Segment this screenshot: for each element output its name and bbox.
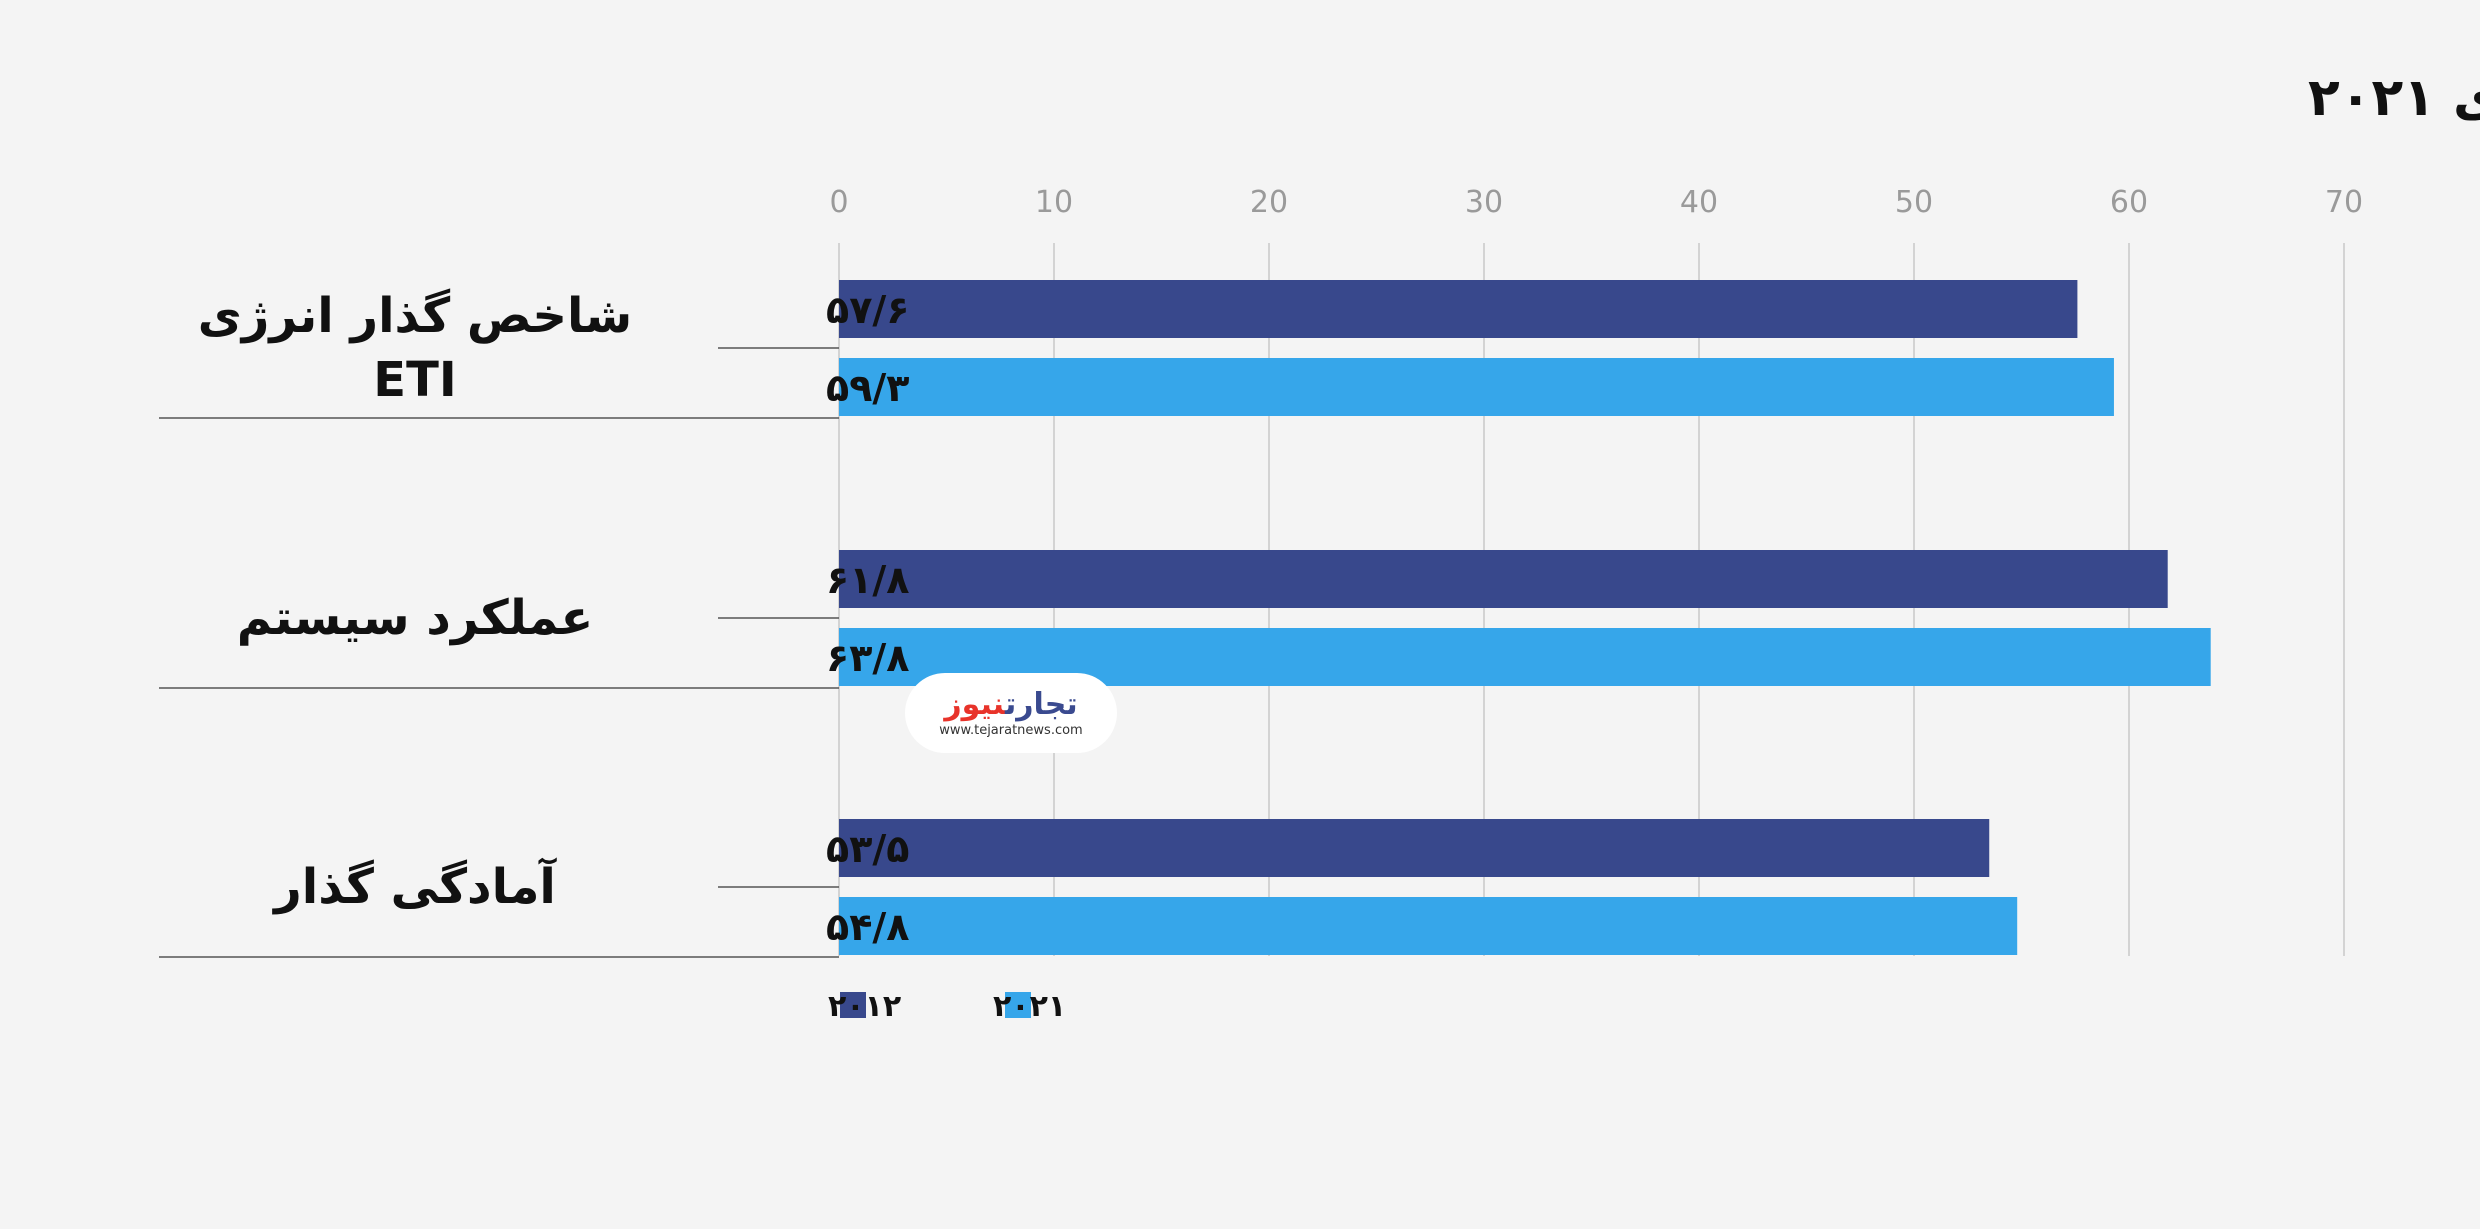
chart-title: میانگین امتیاز جهانی شاخص گذار انرژی ۲۰۲… — [2308, 67, 2480, 128]
bar-2021 — [839, 358, 2114, 416]
category-label: عملکرد سیستم — [237, 590, 594, 646]
category-label: آمادگی گذار — [272, 857, 557, 915]
bar-value-label: ۵۷/۶ — [826, 288, 909, 332]
bar-value-label: ۶۳/۸ — [826, 636, 909, 680]
legend-label: ۲۰۱۲ — [828, 989, 901, 1024]
logo-word-1: تجارت — [1004, 686, 1078, 722]
x-tick-label: 40 — [1680, 185, 1718, 220]
x-tick-label: 60 — [2110, 185, 2148, 220]
bar-2012 — [839, 550, 2168, 608]
logo-wordmark: تجارتنیوز — [944, 686, 1078, 722]
legend-swatch — [840, 992, 866, 1018]
bar-value-label: ۵۹/۳ — [826, 366, 909, 410]
tejaratnews-logo: تجارتنیوز www.tejaratnews.com — [905, 673, 1117, 753]
bar-2012 — [839, 819, 1990, 877]
legend-label: ۲۰۲۱ — [993, 989, 1066, 1024]
bar-value-label: ۶۱/۸ — [826, 558, 909, 602]
logo-url: www.tejaratnews.com — [939, 722, 1083, 738]
category-label: شاخص گذار انرژی — [198, 288, 632, 344]
x-tick-label: 0 — [829, 185, 848, 220]
x-tick-label: 30 — [1465, 185, 1503, 220]
x-tick-label: 70 — [2325, 185, 2363, 220]
bar-2021 — [839, 897, 2018, 955]
bar-value-label: ۵۳/۵ — [826, 827, 909, 871]
bar-2012 — [839, 280, 2078, 338]
category-label: ETI — [373, 352, 456, 408]
x-tick-label: 20 — [1250, 185, 1288, 220]
x-tick-label: 50 — [1895, 185, 1933, 220]
x-tick-label: 10 — [1035, 185, 1073, 220]
logo-word-2: نیوز — [944, 686, 1005, 722]
bar-value-label: ۵۴/۸ — [826, 905, 909, 949]
legend-swatch — [1005, 992, 1031, 1018]
